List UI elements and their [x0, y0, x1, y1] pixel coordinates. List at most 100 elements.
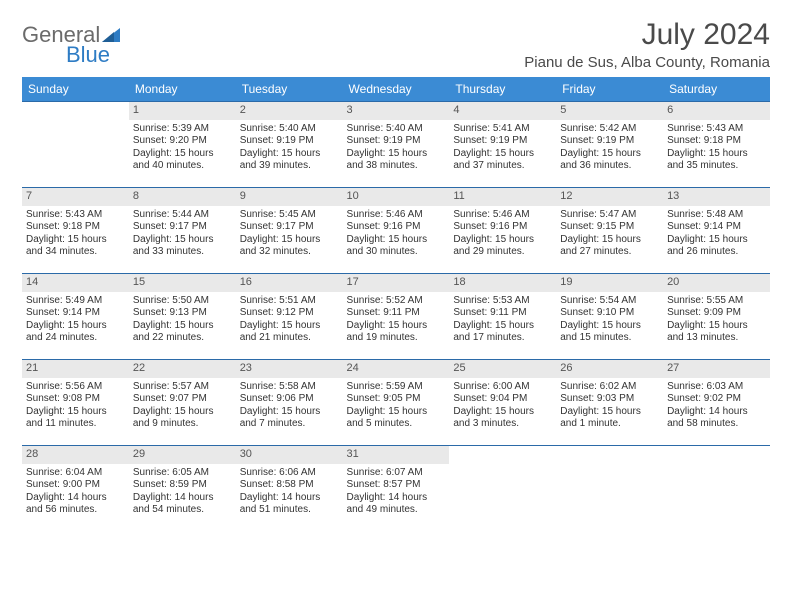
logo-word2: Blue [66, 42, 110, 67]
sunset-line: Sunset: 9:14 PM [667, 221, 766, 234]
sunset-line: Sunset: 9:13 PM [133, 307, 232, 320]
day-number: 30 [236, 446, 343, 464]
day-number: 27 [663, 360, 770, 378]
sunrise-line: Sunrise: 5:45 AM [240, 209, 339, 222]
sunrise-line: Sunrise: 5:43 AM [26, 209, 125, 222]
daylight-line: Daylight: 15 hours and 19 minutes. [347, 320, 446, 345]
calendar-cell: 7Sunrise: 5:43 AMSunset: 9:18 PMDaylight… [22, 188, 129, 274]
header: General Blue July 2024 Pianu de Sus, Alb… [22, 18, 770, 71]
daylight-line: Daylight: 15 hours and 36 minutes. [560, 148, 659, 173]
sunset-line: Sunset: 8:57 PM [347, 479, 446, 492]
calendar-header-row: SundayMondayTuesdayWednesdayThursdayFrid… [22, 77, 770, 102]
sunset-line: Sunset: 9:19 PM [347, 135, 446, 148]
sunrise-line: Sunrise: 5:46 AM [347, 209, 446, 222]
sunrise-line: Sunrise: 6:06 AM [240, 467, 339, 480]
daylight-line: Daylight: 15 hours and 9 minutes. [133, 406, 232, 431]
calendar-cell: 16Sunrise: 5:51 AMSunset: 9:12 PMDayligh… [236, 274, 343, 360]
calendar-row: 14Sunrise: 5:49 AMSunset: 9:14 PMDayligh… [22, 274, 770, 360]
calendar-cell: 9Sunrise: 5:45 AMSunset: 9:17 PMDaylight… [236, 188, 343, 274]
sunset-line: Sunset: 9:20 PM [133, 135, 232, 148]
weekday-header: Wednesday [343, 77, 450, 102]
day-number: 18 [449, 274, 556, 292]
sunset-line: Sunset: 9:17 PM [240, 221, 339, 234]
title-block: July 2024 Pianu de Sus, Alba County, Rom… [524, 18, 770, 71]
sunrise-line: Sunrise: 5:43 AM [667, 123, 766, 136]
day-number: 9 [236, 188, 343, 206]
day-number: 16 [236, 274, 343, 292]
calendar-cell: 19Sunrise: 5:54 AMSunset: 9:10 PMDayligh… [556, 274, 663, 360]
calendar-cell: 15Sunrise: 5:50 AMSunset: 9:13 PMDayligh… [129, 274, 236, 360]
calendar-cell: 20Sunrise: 5:55 AMSunset: 9:09 PMDayligh… [663, 274, 770, 360]
calendar-cell [556, 446, 663, 532]
daylight-line: Daylight: 15 hours and 21 minutes. [240, 320, 339, 345]
daylight-line: Daylight: 15 hours and 29 minutes. [453, 234, 552, 259]
sunrise-line: Sunrise: 5:47 AM [560, 209, 659, 222]
day-number: 24 [343, 360, 450, 378]
sunrise-line: Sunrise: 5:40 AM [240, 123, 339, 136]
day-number: 22 [129, 360, 236, 378]
daylight-line: Daylight: 14 hours and 49 minutes. [347, 492, 446, 517]
daylight-line: Daylight: 15 hours and 15 minutes. [560, 320, 659, 345]
logo: General Blue [22, 22, 120, 68]
calendar-row: 28Sunrise: 6:04 AMSunset: 9:00 PMDayligh… [22, 446, 770, 532]
sunrise-line: Sunrise: 6:00 AM [453, 381, 552, 394]
daylight-line: Daylight: 15 hours and 22 minutes. [133, 320, 232, 345]
sunrise-line: Sunrise: 5:55 AM [667, 295, 766, 308]
sunrise-line: Sunrise: 5:41 AM [453, 123, 552, 136]
sunrise-line: Sunrise: 6:07 AM [347, 467, 446, 480]
sunrise-line: Sunrise: 5:58 AM [240, 381, 339, 394]
calendar-cell: 28Sunrise: 6:04 AMSunset: 9:00 PMDayligh… [22, 446, 129, 532]
calendar-row: 7Sunrise: 5:43 AMSunset: 9:18 PMDaylight… [22, 188, 770, 274]
page-title: July 2024 [524, 18, 770, 52]
calendar-cell: 17Sunrise: 5:52 AMSunset: 9:11 PMDayligh… [343, 274, 450, 360]
sunset-line: Sunset: 9:17 PM [133, 221, 232, 234]
calendar-cell: 4Sunrise: 5:41 AMSunset: 9:19 PMDaylight… [449, 102, 556, 188]
calendar-cell [22, 102, 129, 188]
calendar-table: SundayMondayTuesdayWednesdayThursdayFrid… [22, 77, 770, 532]
calendar-cell: 2Sunrise: 5:40 AMSunset: 9:19 PMDaylight… [236, 102, 343, 188]
calendar-row: 1Sunrise: 5:39 AMSunset: 9:20 PMDaylight… [22, 102, 770, 188]
sunset-line: Sunset: 9:09 PM [667, 307, 766, 320]
day-number: 21 [22, 360, 129, 378]
calendar-body: 1Sunrise: 5:39 AMSunset: 9:20 PMDaylight… [22, 102, 770, 532]
sunset-line: Sunset: 9:19 PM [560, 135, 659, 148]
sunset-line: Sunset: 9:15 PM [560, 221, 659, 234]
sunset-line: Sunset: 9:11 PM [347, 307, 446, 320]
calendar-cell [449, 446, 556, 532]
sunset-line: Sunset: 9:16 PM [453, 221, 552, 234]
logo-triangle-icon [102, 28, 120, 42]
day-number: 29 [129, 446, 236, 464]
calendar-cell: 30Sunrise: 6:06 AMSunset: 8:58 PMDayligh… [236, 446, 343, 532]
sunrise-line: Sunrise: 5:50 AM [133, 295, 232, 308]
day-number: 4 [449, 102, 556, 120]
day-number: 7 [22, 188, 129, 206]
sunset-line: Sunset: 9:00 PM [26, 479, 125, 492]
daylight-line: Daylight: 15 hours and 13 minutes. [667, 320, 766, 345]
sunset-line: Sunset: 9:14 PM [26, 307, 125, 320]
sunrise-line: Sunrise: 5:54 AM [560, 295, 659, 308]
calendar-cell: 3Sunrise: 5:40 AMSunset: 9:19 PMDaylight… [343, 102, 450, 188]
calendar-cell: 27Sunrise: 6:03 AMSunset: 9:02 PMDayligh… [663, 360, 770, 446]
sunrise-line: Sunrise: 5:53 AM [453, 295, 552, 308]
day-number: 25 [449, 360, 556, 378]
daylight-line: Daylight: 15 hours and 34 minutes. [26, 234, 125, 259]
sunset-line: Sunset: 9:18 PM [667, 135, 766, 148]
sunrise-line: Sunrise: 5:42 AM [560, 123, 659, 136]
sunrise-line: Sunrise: 5:46 AM [453, 209, 552, 222]
day-number: 26 [556, 360, 663, 378]
calendar-cell: 24Sunrise: 5:59 AMSunset: 9:05 PMDayligh… [343, 360, 450, 446]
daylight-line: Daylight: 15 hours and 24 minutes. [26, 320, 125, 345]
day-number: 8 [129, 188, 236, 206]
calendar-cell: 10Sunrise: 5:46 AMSunset: 9:16 PMDayligh… [343, 188, 450, 274]
calendar-cell: 31Sunrise: 6:07 AMSunset: 8:57 PMDayligh… [343, 446, 450, 532]
day-number: 28 [22, 446, 129, 464]
sunset-line: Sunset: 9:05 PM [347, 393, 446, 406]
daylight-line: Daylight: 15 hours and 26 minutes. [667, 234, 766, 259]
sunset-line: Sunset: 8:58 PM [240, 479, 339, 492]
daylight-line: Daylight: 15 hours and 17 minutes. [453, 320, 552, 345]
day-number: 11 [449, 188, 556, 206]
sunset-line: Sunset: 9:19 PM [453, 135, 552, 148]
weekday-header: Monday [129, 77, 236, 102]
daylight-line: Daylight: 15 hours and 39 minutes. [240, 148, 339, 173]
day-number: 17 [343, 274, 450, 292]
